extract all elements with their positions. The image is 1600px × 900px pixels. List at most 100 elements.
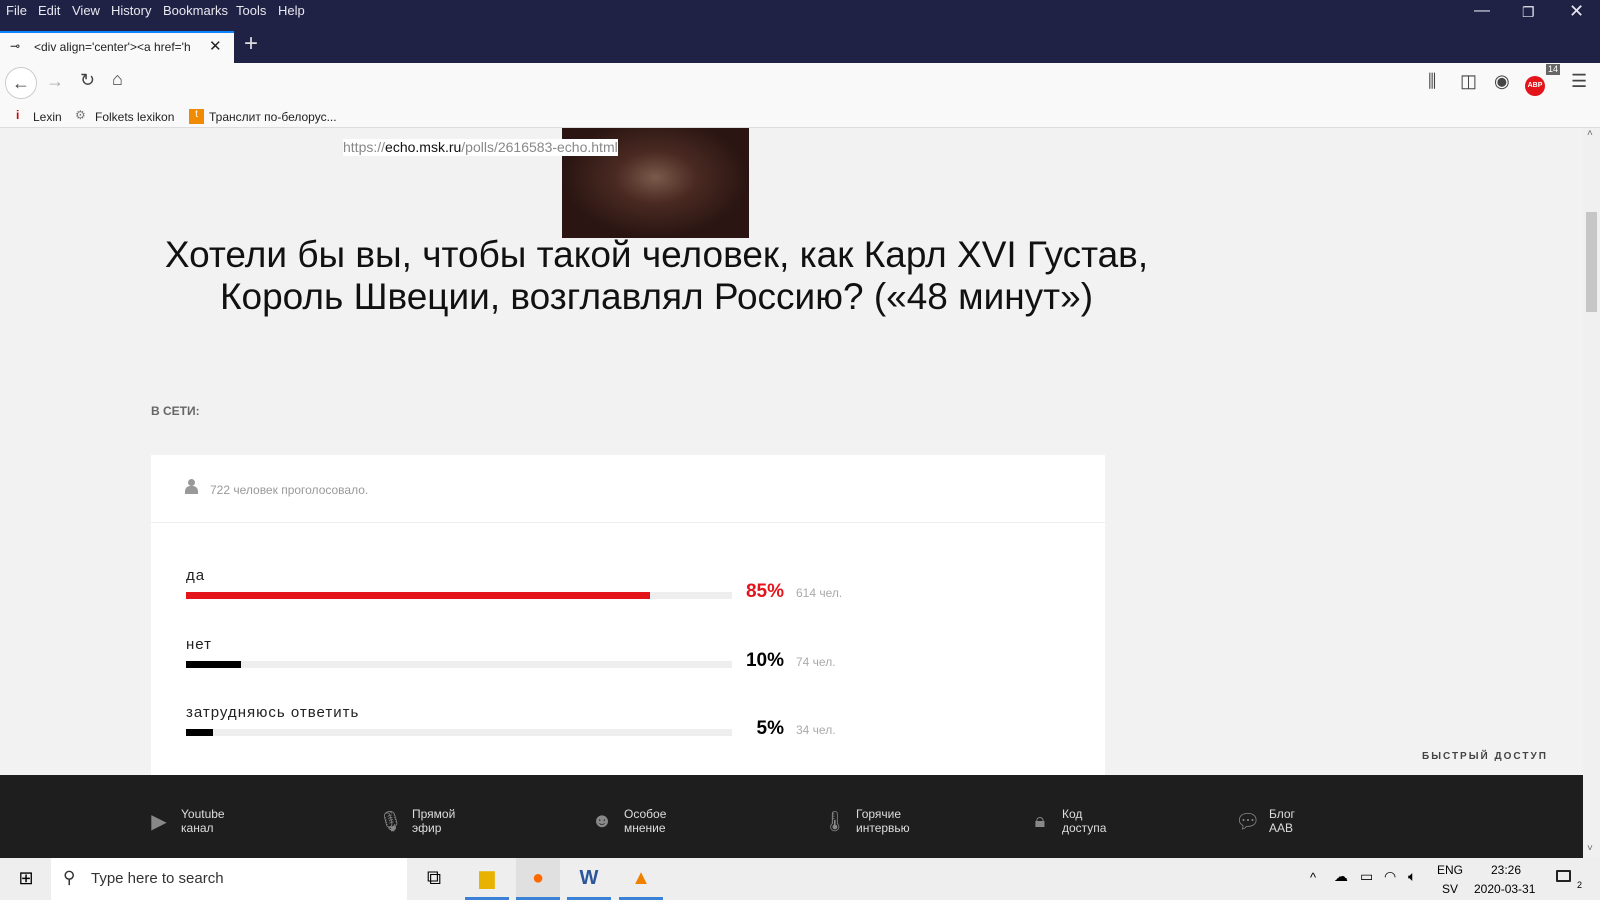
globe-icon: ⚙ (75, 108, 86, 122)
footer-live[interactable]: 🎙︎ Прямой эфир (378, 807, 455, 835)
menu-history[interactable]: History (111, 3, 152, 18)
tab-active[interactable]: ⊸ <div align='center'><a href='h ✕ (0, 31, 234, 63)
file-explorer-icon[interactable]: ▆ (465, 858, 509, 900)
head-icon: ☻ (591, 809, 613, 832)
footer-label: AAB (1269, 821, 1294, 835)
taskbar-search[interactable]: ⚲ Type here to search (51, 858, 407, 900)
menu-file[interactable]: File (6, 3, 27, 18)
footer-label: Блог (1269, 807, 1295, 821)
menu-bookmarks[interactable]: Bookmarks (163, 3, 229, 18)
home-icon[interactable]: ⌂ (112, 69, 123, 89)
result-bar (186, 661, 732, 668)
search-placeholder: Type here to search (91, 870, 224, 887)
volume-icon[interactable]: 🔈︎ (1408, 868, 1417, 884)
menu-view[interactable]: View (72, 3, 100, 18)
option-count: 34 чел. (796, 723, 836, 737)
user-icon (185, 479, 198, 494)
account-icon[interactable]: ◉ (1494, 71, 1510, 91)
poll-option: затрудняюсь ответить 5% 34 чел. (186, 704, 886, 739)
page-content: Хотели бы вы, чтобы такой человек, как К… (0, 128, 1583, 858)
result-bar (186, 592, 732, 599)
tab-title: <div align='center'><a href='h (34, 40, 191, 54)
option-percent: 10% (745, 650, 784, 671)
wifi-icon[interactable]: ◠ (1384, 868, 1397, 884)
tray-chevron-icon[interactable]: ^ (1310, 870, 1317, 885)
option-percent: 85% (745, 581, 784, 602)
option-label: да (186, 567, 206, 584)
forward-icon[interactable]: → (46, 71, 64, 91)
clock-time[interactable]: 23:26 (1491, 863, 1522, 877)
translit-icon: t (189, 109, 204, 124)
firefox-icon[interactable]: ● (516, 858, 560, 900)
notification-count: 2 (1577, 880, 1583, 890)
poll-title: Хотели бы вы, чтобы такой человек, как К… (164, 234, 1149, 317)
menu-tools[interactable]: Tools (236, 3, 267, 18)
taskbar: ⊞ ⚲ Type here to search ⧉ ▆ ● W ▲ ^ ☁ ▭ … (0, 858, 1600, 900)
result-bar-fill (186, 592, 651, 599)
url-domain: echo.msk.ru (385, 139, 462, 155)
section-label: В СЕТИ: (151, 404, 200, 418)
restore-button[interactable]: ❐ (1522, 4, 1535, 20)
youtube-icon: ▶ (151, 810, 167, 833)
option-percent: 5% (756, 718, 784, 739)
bookmark-folkets[interactable]: Folkets lexikon (95, 110, 175, 124)
bookmarks-bar: i Lexin ⚙ Folkets lexikon t Транслит по-… (0, 106, 1600, 128)
footer-label: Прямой (412, 807, 456, 821)
footer-label: доступа (1062, 821, 1107, 835)
votes-total: 722 человек проголосовало. (210, 483, 369, 497)
quick-access-footer: ▶ Youtube канал 🎙︎ Прямой эфир ☻ Особое мнение… (0, 775, 1583, 858)
footer-label: мнение (624, 821, 666, 835)
clock-date[interactable]: 2020-03-31 (1474, 882, 1536, 896)
close-window-button[interactable]: ✕ (1569, 1, 1585, 21)
language-indicator[interactable]: ENG (1437, 863, 1464, 877)
battery-icon[interactable]: ▭ (1360, 868, 1374, 884)
footer-label: Особое (624, 807, 667, 821)
nav-toolbar: ← → ↻ ⌂ https://echo.msk.ru/polls/261658… (0, 63, 1600, 163)
lock-icon: 🔒︎ (1034, 809, 1046, 832)
url-text[interactable]: https://echo.msk.ru/polls/2616583-echo.h… (343, 139, 618, 156)
footer-access-code[interactable]: 🔒︎ Код доступа (1028, 807, 1107, 835)
scrollbar-thumb[interactable] (1586, 212, 1597, 312)
poll-header: 722 человек проголосовало. (151, 455, 1105, 523)
poll-option: да 85% 614 чел. (186, 567, 886, 602)
chat-icon: 💬︎ (1235, 810, 1261, 833)
footer-label: эфир (412, 821, 442, 835)
option-label: нет (186, 636, 212, 653)
quick-access-toggle[interactable]: БЫСТРЫЙ ДОСТУП (1422, 751, 1548, 762)
footer-youtube[interactable]: ▶ Youtube канал (147, 807, 225, 835)
search-icon: ⚲ (63, 868, 76, 887)
url-prefix: https:// (343, 139, 386, 155)
footer-blog[interactable]: 💬︎ Блог AAB (1235, 807, 1295, 835)
menu-edit[interactable]: Edit (38, 3, 61, 18)
keyboard-layout[interactable]: SV (1442, 882, 1459, 896)
bookmark-lexin[interactable]: Lexin (33, 110, 62, 124)
footer-opinion[interactable]: ☻ Особое мнение (590, 807, 666, 835)
task-view-icon[interactable]: ⧉ (426, 867, 442, 889)
microphone-icon: 🎙︎ (378, 810, 404, 833)
menu-help[interactable]: Help (278, 3, 305, 18)
vlc-icon[interactable]: ▲ (619, 858, 663, 900)
tab-strip: + (0, 28, 1600, 63)
result-bar-fill (186, 729, 214, 736)
footer-interviews[interactable]: 🌡︎ Горячие интервью (822, 807, 910, 835)
back-icon[interactable]: ← (5, 67, 37, 99)
notifications-icon[interactable] (1556, 870, 1571, 882)
footer-label: Youtube (181, 807, 225, 821)
scroll-down-icon[interactable]: ˅ (1587, 843, 1593, 854)
new-tab-button[interactable]: + (244, 30, 259, 57)
sidebar-icon[interactable]: ◫ (1460, 71, 1478, 91)
tab-close-icon[interactable]: ✕ (209, 38, 222, 55)
word-icon[interactable]: W (567, 858, 611, 900)
result-bar (186, 729, 732, 736)
scroll-up-icon[interactable]: ˄ (1587, 128, 1593, 139)
onedrive-icon[interactable]: ☁ (1334, 868, 1348, 884)
result-bar-fill (186, 661, 241, 668)
library-icon[interactable]: ⫼ (1428, 71, 1437, 91)
minimize-button[interactable]: — (1474, 2, 1490, 19)
windows-start-icon[interactable]: ⊞ (18, 868, 34, 888)
bookmark-translit[interactable]: Транслит по-белорус... (209, 110, 337, 124)
reload-icon[interactable]: ↻ (80, 70, 96, 90)
hamburger-menu-icon[interactable]: ☰ (1571, 71, 1588, 91)
adblock-icon[interactable]: ABP (1525, 76, 1545, 96)
menu-bar: File Edit View History Bookmarks Tools H… (0, 0, 1600, 28)
